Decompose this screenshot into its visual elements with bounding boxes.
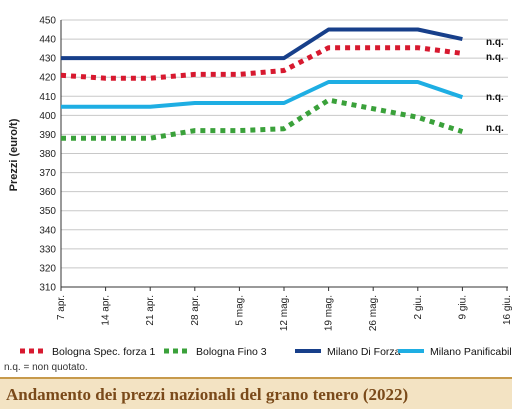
x-tick-label: 19 mag.	[324, 295, 335, 331]
end-label-layer: n.q. n.q. n.q. n.q.	[486, 37, 504, 134]
x-tick-label: 5 mag.	[234, 295, 245, 326]
y-tick-label: 370	[39, 168, 56, 179]
y-tick-label: 330	[39, 244, 56, 255]
title-bar: Andamento dei prezzi nazionali del grano…	[0, 377, 512, 409]
end-label: n.q.	[486, 37, 504, 48]
y-tick-label: 360	[39, 187, 56, 198]
legend-label-1: Bologna Spec. forza 1	[52, 346, 155, 358]
series-line-4	[61, 80, 464, 109]
axis-layer: 310 320 330 340 350 360 370 380 390 400 410 420 430 4…	[39, 16, 512, 332]
y-tick-label: 310	[39, 283, 56, 294]
x-tick-label: 7 apr.	[56, 295, 67, 320]
chart-title: Andamento dei prezzi nazionali del grano…	[6, 385, 409, 404]
y-axis-label: Prezzi (euro/t)	[8, 118, 20, 191]
y-tick-label: 380	[39, 149, 56, 160]
series-layer	[60, 27, 464, 141]
x-tick-label: 2 giu.	[413, 295, 424, 319]
y-tick-label: 430	[39, 54, 56, 65]
y-tick-label: 350	[39, 206, 56, 217]
end-label: n.q.	[486, 123, 504, 134]
y-tick-label: 420	[39, 73, 56, 84]
series-line-1	[60, 45, 463, 81]
y-tick-label: 450	[39, 16, 56, 27]
y-tick-label: 440	[39, 35, 56, 46]
y-tick-label: 400	[39, 111, 56, 122]
y-tick-label: 390	[39, 130, 56, 141]
x-tick-label: 26 mag.	[368, 295, 379, 331]
x-tick-label: 16 giu.	[502, 295, 512, 325]
legend-label-4: Milano Panificabile	[430, 346, 512, 358]
legend: Bologna Spec. forza 1 Bologna Fino 3 Milan…	[20, 346, 512, 358]
end-label: n.q.	[486, 52, 504, 63]
y-tick-label: 320	[39, 263, 56, 274]
x-tick-label: 21 apr.	[145, 295, 156, 326]
legend-label-3: Milano Di Forza	[327, 346, 401, 358]
x-tick-label: 12 mag.	[279, 295, 290, 331]
y-tick-label: 340	[39, 225, 56, 236]
end-label: n.q.	[486, 92, 504, 103]
x-tick-label: 28 apr.	[190, 295, 201, 326]
series-line-3	[61, 27, 463, 61]
footnote: n.q. = non quotato.	[4, 362, 88, 373]
y-tick-label: 410	[39, 92, 56, 103]
x-tick-label: 14 apr.	[101, 295, 112, 326]
x-tick-label: 9 giu.	[457, 295, 468, 319]
line-chart: 310 320 330 340 350 360 370 380 390 400 410 420 430 4…	[8, 16, 512, 359]
legend-label-2: Bologna Fino 3	[196, 346, 267, 358]
